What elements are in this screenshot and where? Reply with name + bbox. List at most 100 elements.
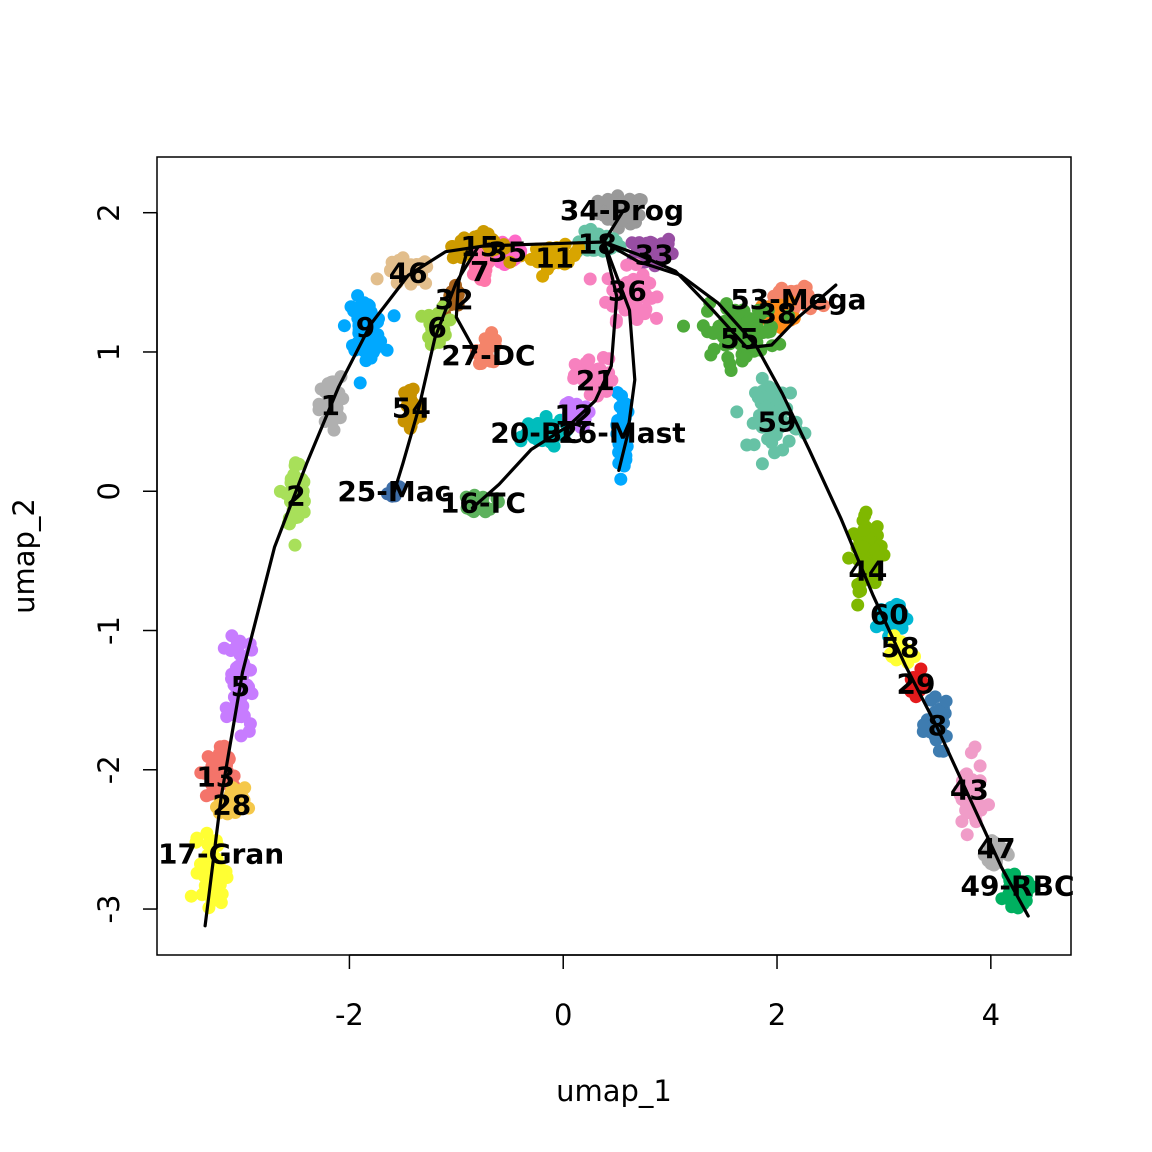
- y-tick-label: 0: [92, 482, 126, 500]
- data-point: [763, 325, 777, 338]
- data-point: [242, 724, 256, 738]
- data-point: [568, 358, 582, 371]
- cluster-label: 12: [554, 399, 593, 432]
- data-point: [490, 492, 504, 506]
- data-point: [364, 351, 378, 365]
- data-point: [200, 826, 214, 840]
- cluster-points-49-RBC: [995, 867, 1039, 915]
- data-point: [196, 887, 210, 900]
- cluster-label: 7: [470, 255, 489, 288]
- y-tick-label: 1: [92, 343, 126, 361]
- data-point: [217, 739, 231, 753]
- x-tick-label: -2: [335, 998, 364, 1032]
- cluster-label: 13: [196, 761, 235, 794]
- data-point: [623, 201, 637, 215]
- cluster-label: 11: [535, 241, 574, 274]
- data-point: [617, 405, 631, 419]
- cluster-label: 5: [231, 670, 250, 703]
- data-point: [536, 269, 550, 283]
- data-point: [472, 253, 486, 266]
- data-point: [415, 268, 429, 281]
- cluster-label: 36: [608, 275, 647, 308]
- cluster-points-59: [730, 371, 812, 471]
- data-point: [201, 750, 215, 764]
- data-point: [524, 252, 538, 266]
- data-point: [782, 434, 796, 448]
- cluster-points-44: [842, 505, 891, 612]
- data-point: [564, 402, 578, 416]
- data-point: [747, 438, 761, 452]
- data-point: [234, 786, 248, 800]
- data-point: [567, 371, 581, 385]
- data-point: [704, 348, 718, 362]
- data-point: [236, 800, 250, 814]
- data-point: [866, 572, 880, 586]
- cluster-label: 8: [928, 709, 947, 742]
- y-tick-label: -1: [92, 616, 126, 645]
- data-point: [772, 285, 786, 298]
- data-point: [459, 490, 473, 504]
- data-point: [856, 540, 870, 554]
- data-point: [380, 343, 394, 357]
- data-point: [596, 351, 610, 364]
- data-point: [890, 612, 904, 626]
- cluster-points-8: [916, 690, 953, 758]
- data-point: [531, 417, 545, 430]
- cluster-label: 1: [320, 389, 339, 422]
- data-point: [550, 253, 564, 267]
- data-point: [939, 694, 953, 708]
- cluster-points-2: [273, 456, 311, 552]
- cluster-label: 59: [758, 406, 797, 439]
- y-tick-label: -2: [92, 755, 126, 784]
- data-point: [327, 423, 341, 437]
- data-point: [924, 693, 938, 707]
- data-point: [273, 484, 287, 498]
- data-point: [859, 505, 873, 519]
- data-point: [677, 319, 690, 333]
- cluster-points-20-BC: [513, 410, 574, 453]
- data-point: [917, 718, 931, 732]
- data-point: [392, 253, 406, 267]
- data-point: [739, 350, 753, 363]
- cluster-label: 54: [392, 392, 431, 425]
- data-point: [784, 386, 797, 400]
- data-point: [402, 396, 416, 410]
- cluster-points-28: [210, 781, 256, 821]
- data-point: [353, 376, 367, 390]
- data-point: [638, 307, 652, 321]
- y-tick-label: -3: [92, 895, 126, 924]
- data-point: [771, 404, 785, 418]
- cluster-label: 16-TC: [440, 486, 526, 519]
- trajectory-curve-5: [602, 240, 637, 472]
- cluster-points-21: [567, 351, 619, 403]
- data-point: [579, 400, 593, 414]
- data-point: [964, 746, 978, 760]
- cluster-label: 43: [950, 773, 989, 806]
- data-point: [960, 828, 974, 842]
- cluster-label: 53-Mega: [730, 283, 866, 316]
- cluster-label: 28: [212, 789, 251, 822]
- cluster-label: 17-Gran: [158, 837, 284, 870]
- data-point: [583, 272, 597, 286]
- cluster-label: 32: [435, 283, 474, 316]
- data-point: [233, 648, 247, 662]
- trajectory-curve-1: [203, 211, 624, 928]
- cluster-label: 47: [977, 832, 1016, 865]
- trajectory-curve-4: [470, 240, 619, 510]
- data-point: [467, 505, 481, 519]
- y-tick-label: 2: [92, 203, 126, 221]
- data-point: [1013, 876, 1027, 890]
- cluster-label: 46: [389, 257, 428, 290]
- data-point: [650, 311, 663, 325]
- data-point: [633, 193, 647, 206]
- cluster-label: 25-Mac: [337, 475, 451, 508]
- data-point: [759, 401, 773, 415]
- cluster-label: 6: [427, 311, 446, 344]
- data-point: [723, 357, 737, 371]
- data-point: [403, 383, 417, 397]
- data-point: [199, 789, 213, 803]
- data-point: [220, 710, 234, 724]
- data-point: [474, 357, 488, 370]
- data-point: [852, 585, 866, 599]
- data-point: [323, 384, 337, 398]
